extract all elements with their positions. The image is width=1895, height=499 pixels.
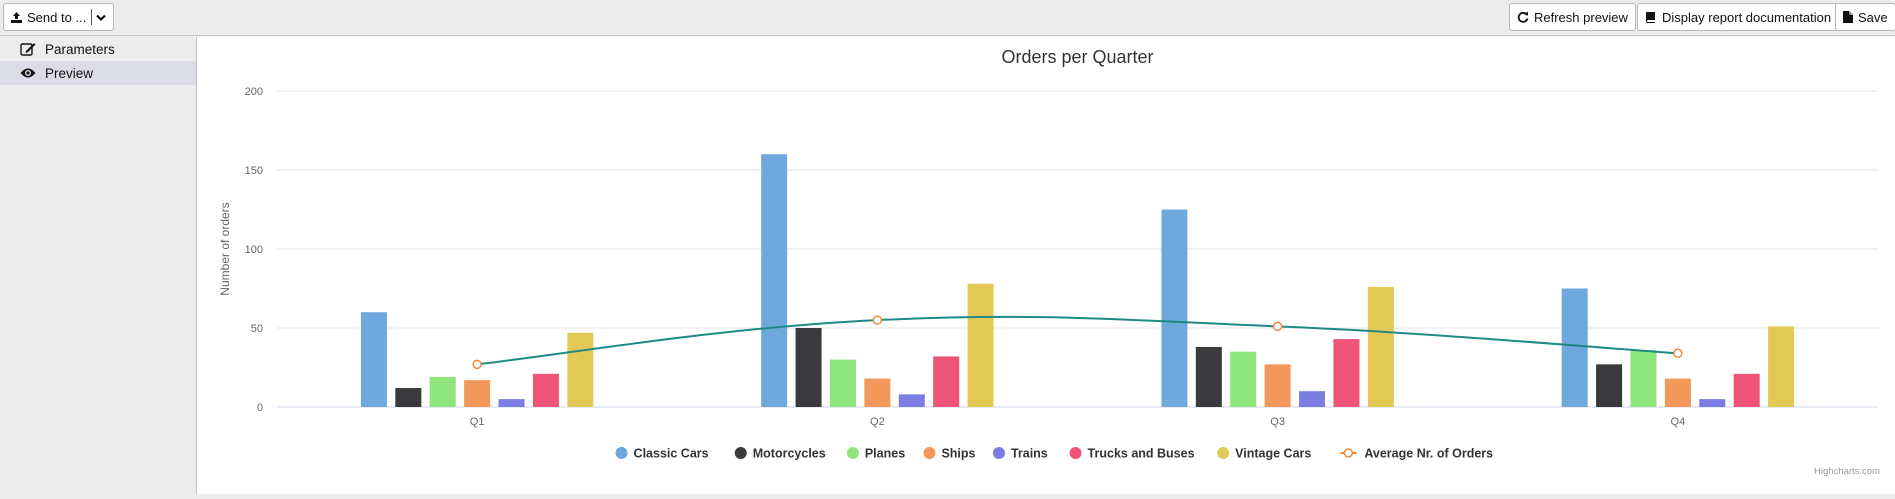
y-tick-label: 100 [245, 244, 263, 256]
sidebar: Parameters Preview [0, 37, 197, 494]
sidebar-item-label: Preview [45, 65, 94, 81]
book-icon [1645, 11, 1657, 23]
x-tick-label: Q4 [1671, 416, 1686, 428]
orders-chart: Orders per Quarter 0 50 100 150 200 Number of … [218, 47, 1880, 477]
send-to-label: Send to ... [27, 9, 87, 25]
legend-item-planes-label[interactable]: Planes [865, 447, 905, 461]
refresh-preview-button[interactable]: Refresh preview [1509, 3, 1636, 31]
bar-motorcycles[interactable] [1596, 364, 1623, 407]
legend-item-trains-swatch[interactable] [992, 447, 1005, 459]
bar-trucks-and-buses[interactable] [933, 356, 960, 407]
bar-ships[interactable] [1264, 364, 1291, 407]
bar-motorcycles[interactable] [395, 388, 422, 407]
bar-ships[interactable] [864, 378, 891, 407]
save-button[interactable]: Save [1835, 3, 1895, 31]
sidebar-item-parameters[interactable]: Parameters [0, 37, 196, 61]
legend-item-ships-label[interactable]: Ships [941, 447, 975, 461]
y-tick-label: 50 [251, 323, 263, 335]
bar-planes[interactable] [829, 359, 856, 407]
bar-planes[interactable] [429, 376, 456, 407]
legend-item-trains-label[interactable]: Trains [1011, 447, 1048, 461]
bar-trains[interactable] [898, 394, 925, 407]
sidebar-item-label: Parameters [45, 41, 115, 57]
bar-trains[interactable] [1699, 399, 1726, 407]
average-orders-point[interactable] [1272, 321, 1283, 332]
bar-trucks-and-buses[interactable] [1333, 339, 1360, 407]
divider [91, 9, 93, 25]
send-to-button[interactable]: Send to ... [3, 3, 115, 31]
bar-classic-cars[interactable] [360, 312, 387, 407]
y-tick-label: 0 [257, 402, 263, 414]
y-axis-label: Number of orders [218, 202, 232, 295]
chevron-down-icon[interactable] [96, 10, 107, 25]
x-tick-label: Q3 [1270, 416, 1285, 428]
legend-item-ships-swatch[interactable] [923, 447, 936, 459]
legend-item-average-nr-of-orders-marker[interactable] [1343, 448, 1354, 458]
bar-classic-cars[interactable] [1161, 209, 1188, 408]
bar-trains[interactable] [498, 399, 525, 407]
file-icon [1843, 11, 1853, 23]
refresh-preview-label: Refresh preview [1534, 9, 1628, 25]
legend-item-average-nr-of-orders-label[interactable]: Average Nr. of Orders [1364, 447, 1493, 461]
bar-vintage-cars[interactable] [567, 332, 594, 407]
legend-item-vintage-cars-swatch[interactable] [1217, 447, 1230, 459]
bar-vintage-cars[interactable] [1768, 326, 1795, 407]
legend-item-classic-cars-label[interactable]: Classic Cars [634, 447, 709, 461]
average-orders-point[interactable] [872, 315, 883, 325]
x-tick-label: Q2 [870, 416, 885, 428]
average-orders-point[interactable] [1673, 348, 1683, 359]
bar-motorcycles[interactable] [795, 328, 822, 407]
display-report-documentation-button[interactable]: Display report documentation [1637, 3, 1840, 31]
bar-classic-cars[interactable] [1561, 288, 1588, 408]
bar-trains[interactable] [1299, 391, 1326, 407]
y-tick-label: 150 [245, 165, 263, 177]
average-orders-line [477, 315, 1678, 366]
bar-ships[interactable] [464, 380, 491, 407]
save-label: Save [1858, 9, 1888, 25]
legend-item-trucks-and-buses-label[interactable]: Trucks and Buses [1088, 447, 1195, 461]
legend-item-vintage-cars-label[interactable]: Vintage Cars [1235, 447, 1311, 461]
bar-ships[interactable] [1664, 378, 1691, 407]
credits-link[interactable]: Highcharts.com [1814, 466, 1880, 477]
bar-planes[interactable] [1630, 350, 1657, 407]
bar-planes[interactable] [1230, 351, 1257, 407]
legend-item-motorcycles-label[interactable]: Motorcycles [753, 447, 826, 461]
x-tick-label: Q1 [470, 416, 485, 428]
y-tick-label: 200 [245, 86, 263, 98]
chart-title: Orders per Quarter [1001, 47, 1153, 67]
bar-motorcycles[interactable] [1195, 346, 1222, 407]
bar-vintage-cars[interactable] [1367, 286, 1394, 407]
bar-trucks-and-buses[interactable] [532, 373, 559, 407]
legend-item-trucks-and-buses-swatch[interactable] [1069, 447, 1082, 459]
bar-classic-cars[interactable] [761, 154, 788, 407]
average-orders-point[interactable] [472, 359, 482, 370]
edit-icon [20, 42, 36, 56]
eye-icon [20, 67, 36, 79]
upload-icon [11, 11, 22, 23]
legend-item-motorcycles-swatch[interactable] [734, 447, 747, 459]
toolbar: Send to ... Refresh preview Display repo… [0, 0, 1895, 36]
legend-item-planes-swatch[interactable] [846, 447, 859, 459]
legend-item-classic-cars-swatch[interactable] [615, 447, 628, 459]
display-report-documentation-label: Display report documentation [1662, 9, 1832, 25]
bar-trucks-and-buses[interactable] [1733, 373, 1760, 407]
bar-vintage-cars[interactable] [967, 283, 994, 407]
report-preview-panel: Orders per Quarter 0 50 100 150 200 Number of … [197, 37, 1895, 494]
refresh-icon [1517, 11, 1529, 23]
sidebar-item-preview[interactable]: Preview [0, 61, 196, 85]
